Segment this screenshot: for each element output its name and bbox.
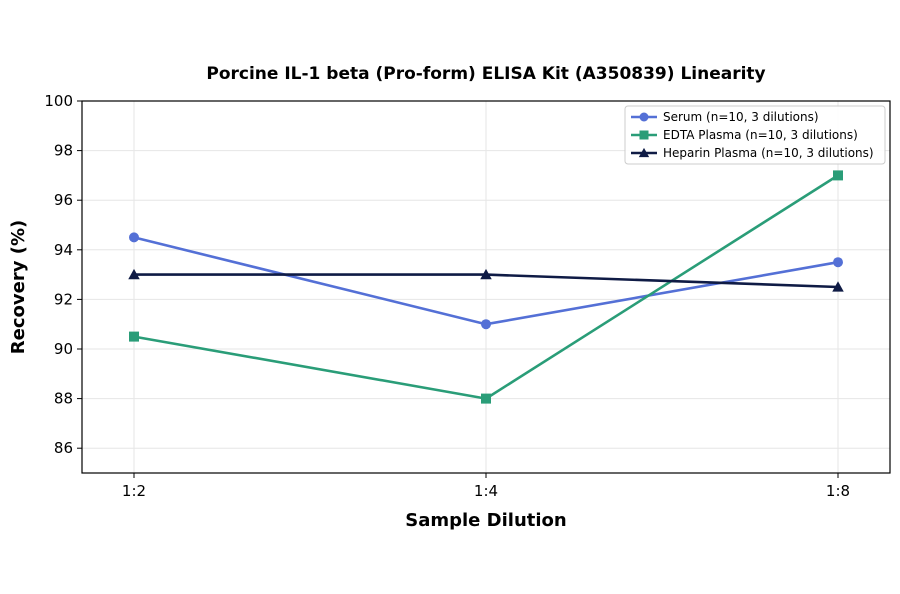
- data-point: [129, 232, 139, 243]
- series-3: [128, 268, 844, 292]
- legend: Serum (n=10, 3 dilutions) EDTA Plasma (n=…: [624, 105, 886, 165]
- legend-marker: [639, 112, 649, 122]
- x-axis-label: Sample Dilution: [405, 510, 566, 531]
- x-tick-label: 1:2: [122, 482, 146, 500]
- data-point: [481, 393, 491, 404]
- series-layer: [128, 170, 844, 404]
- data-point: [833, 257, 843, 268]
- data-point: [480, 268, 492, 280]
- y-tick-label: 96: [54, 191, 73, 209]
- legend-item: Heparin Plasma (n=10, 3 dilutions): [631, 146, 874, 160]
- y-axis-label: Recovery (%): [8, 220, 29, 354]
- axis-ticks: 86 88 90 92 94 96 98 100 1:2 1:4 1:8: [44, 92, 850, 500]
- legend-marker: [638, 147, 650, 158]
- data-point: [129, 331, 139, 342]
- y-tick-label: 94: [54, 241, 73, 259]
- chart-title: Porcine IL-1 beta (Pro-form) ELISA Kit (…: [206, 64, 765, 84]
- data-point: [832, 281, 844, 292]
- y-tick-label: 98: [54, 142, 73, 160]
- legend-item: EDTA Plasma (n=10, 3 dilutions): [631, 128, 858, 142]
- data-point: [833, 170, 843, 181]
- y-tick-label: 88: [54, 390, 73, 408]
- legend-label: EDTA Plasma (n=10, 3 dilutions): [663, 128, 858, 142]
- legend-marker: [639, 130, 649, 140]
- y-tick-label: 90: [54, 340, 73, 358]
- legend-label: Heparin Plasma (n=10, 3 dilutions): [663, 146, 874, 160]
- x-tick-label: 1:4: [474, 482, 498, 500]
- y-tick-label: 100: [44, 92, 73, 110]
- x-tick-label: 1:8: [826, 482, 850, 500]
- series-2: [129, 170, 843, 404]
- data-point: [128, 268, 140, 280]
- y-tick-label: 92: [54, 290, 73, 308]
- y-tick-label: 86: [54, 439, 73, 457]
- data-point: [481, 319, 491, 330]
- legend-label: Serum (n=10, 3 dilutions): [663, 110, 819, 124]
- legend-box: [624, 105, 886, 165]
- legend-item: Serum (n=10, 3 dilutions): [631, 110, 819, 124]
